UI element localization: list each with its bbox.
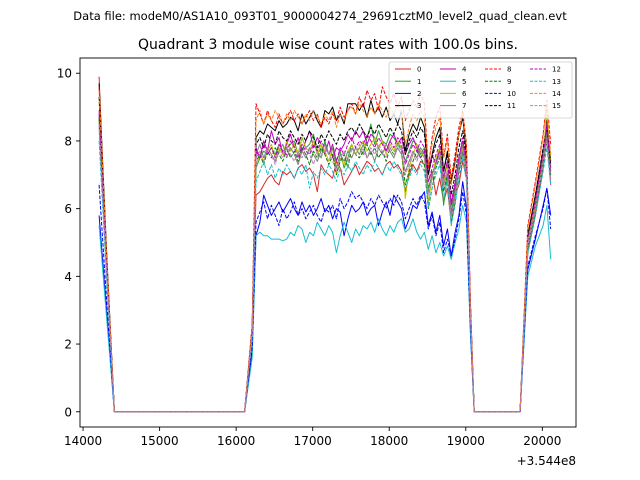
legend-label-0: 0	[417, 66, 421, 74]
series-line-15	[98, 123, 552, 413]
series-line-13	[98, 140, 552, 413]
legend-label-1: 1	[417, 78, 421, 86]
y-tick-label: 10	[57, 67, 72, 81]
x-tick-label: 20000	[523, 434, 561, 448]
legend-label-3: 3	[417, 102, 421, 110]
x-tick-label: 16000	[217, 434, 255, 448]
legend-label-11: 11	[507, 102, 516, 110]
legend-label-12: 12	[552, 66, 561, 74]
axes-frame	[79, 57, 577, 428]
x-tick-label: 18000	[370, 434, 408, 448]
legend-label-8: 8	[507, 66, 511, 74]
legend-label-4: 4	[462, 66, 467, 74]
chart-title: Quadrant 3 module wise count rates with …	[138, 37, 518, 53]
series-line-8	[98, 86, 552, 413]
legend-label-15: 15	[552, 102, 561, 110]
y-tick-label: 2	[64, 338, 72, 352]
plot-area: 14000 15000 16000 17000 18000 19000 20000 0 2 4 6 8…	[57, 57, 577, 468]
legend-box	[388, 61, 573, 119]
x-tick-label: 17000	[294, 434, 332, 448]
legend-label-10: 10	[507, 90, 516, 98]
legend-label-13: 13	[552, 78, 561, 86]
y-tick-label: 4	[64, 270, 72, 284]
x-tick-label: 14000	[64, 434, 102, 448]
legend-label-6: 6	[462, 90, 467, 98]
legend-label-7: 7	[462, 102, 466, 110]
x-tick-label: 15000	[141, 434, 179, 448]
y-tick-label: 8	[64, 134, 72, 148]
legend-label-14: 14	[552, 90, 561, 98]
legend-label-5: 5	[462, 78, 466, 86]
y-tick-label: 6	[64, 202, 72, 216]
x-tick-label: 19000	[447, 434, 485, 448]
series-lines	[98, 76, 552, 413]
legend-label-9: 9	[507, 78, 511, 86]
series-line-14	[98, 90, 552, 413]
figure-suptitle: Data file: modeM0/AS1A10_093T01_90000042…	[73, 9, 567, 23]
legend-label-2: 2	[417, 90, 421, 98]
y-tick-label: 0	[64, 405, 72, 419]
x-offset-label: +3.544e8	[517, 454, 576, 468]
